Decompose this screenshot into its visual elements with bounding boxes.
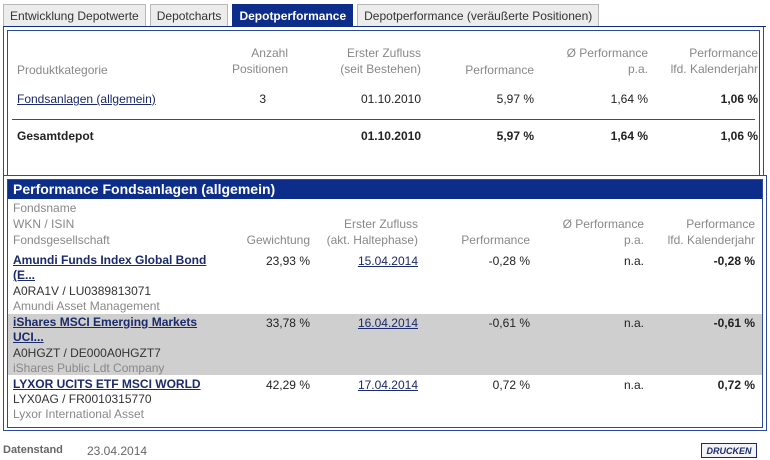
fund-name-link[interactable]: iShares MSCI Emerging Markets UCI... (13, 315, 233, 345)
total-inflow: 01.10.2010 (360, 129, 421, 143)
fund-weight: 23,93 % (265, 254, 310, 268)
data-date-label: Datenstand (3, 444, 63, 456)
header-year-line2: lfd. Kalenderjahr (670, 62, 758, 76)
category-inflow: 01.10.2010 (360, 92, 421, 106)
funds-header-wkn-line: WKN / ISIN (13, 217, 75, 231)
fund-performance-year: -0,61 % (713, 316, 755, 330)
fund-name-line1: iShares MSCI Emerging Markets (13, 315, 198, 329)
print-button[interactable]: DRUCKEN (701, 443, 757, 458)
fund-inflow-link[interactable]: 16.04.2014 (357, 316, 418, 330)
data-date-value: 23.04.2014 (87, 444, 148, 458)
fund-performance-pa: n.a. (623, 254, 644, 268)
tab-entwicklung-depotwerte[interactable]: Entwicklung Depotwerte (3, 4, 146, 26)
fund-wkn-isin: LYX0AG / FR0010315770 (13, 392, 152, 406)
category-performance-year: 1,06 % (720, 92, 758, 106)
fund-company: iShares Public Ldt Company (13, 361, 165, 375)
header-count: Anzahl Positionen (208, 45, 288, 77)
fund-performance: 0,72 % (492, 378, 530, 392)
header-pa-line2: p.a. (627, 62, 648, 76)
funds-header-name-line: Fondsname (13, 201, 77, 215)
header-performance: Performance (465, 63, 534, 77)
fund-inflow-link[interactable]: 15.04.2014 (357, 254, 418, 268)
fund-row: Amundi Funds Index Global Bond (E... A0R… (8, 253, 762, 313)
funds-header-pa-line2: p.a. (623, 233, 644, 247)
header-inflow-line1: Erster Zufluss (346, 46, 421, 60)
funds-header-inflow-line2: (akt. Haltephase) (326, 233, 418, 247)
funds-header-pa-line1: Ø Performance (562, 217, 644, 231)
fund-company: Lyxor International Asset (13, 407, 144, 421)
header-pa-line1: Ø Performance (566, 46, 648, 60)
funds-header-inflow-line1: Erster Zufluss (343, 217, 418, 231)
tab-depotperformance[interactable]: Depotperformance (232, 4, 354, 26)
funds-panel: Performance Fondsanlagen (allgemein) Fon… (3, 175, 767, 431)
header-year-line1: Performance (689, 46, 758, 60)
funds-header-inflow: Erster Zufluss (akt. Haltephase) (308, 216, 418, 248)
funds-header-performance-pa: Ø Performance p.a. (544, 216, 644, 248)
fund-name-line2: (E... (13, 268, 36, 282)
tab-divider (3, 26, 766, 27)
funds-header-weight: Gewichtung (246, 233, 310, 247)
header-performance-pa: Ø Performance p.a. (548, 45, 648, 77)
funds-header-performance-year: Performance lfd. Kalenderjahr (644, 216, 755, 248)
fund-row: LYXOR UCITS ETF MSCI WORLD LYX0AG / FR00… (8, 376, 762, 424)
fund-row: iShares MSCI Emerging Markets UCI... A0H… (8, 314, 762, 375)
category-performance: 5,97 % (496, 92, 534, 106)
fund-wkn-isin: A0HGZT / DE000A0HGZT7 (13, 346, 161, 360)
tab-bar: Entwicklung Depotwerte Depotcharts Depot… (3, 4, 603, 26)
header-count-line1: Anzahl (251, 46, 288, 60)
header-performance-year: Performance lfd. Kalenderjahr (648, 45, 758, 77)
fund-performance: -0,61 % (488, 316, 530, 330)
total-performance-pa: 1,64 % (610, 129, 648, 143)
funds-header-year-line1: Performance (686, 217, 755, 231)
header-inflow-line2: (seit Bestehen) (340, 62, 421, 76)
fund-performance-year: -0,28 % (713, 254, 755, 268)
total-performance: 5,97 % (496, 129, 534, 143)
fund-company: Amundi Asset Management (13, 299, 160, 313)
header-category: Produktkategorie (17, 63, 108, 77)
fund-name-link[interactable]: LYXOR UCITS ETF MSCI WORLD (13, 377, 201, 391)
funds-header-name: Fondsname WKN / ISIN Fondsgesellschaft (13, 200, 110, 248)
category-performance-pa: 1,64 % (610, 92, 648, 106)
fund-name-link[interactable]: Amundi Funds Index Global Bond (E... (13, 253, 233, 283)
total-divider (12, 119, 755, 120)
funds-header-performance: Performance (461, 233, 530, 247)
fund-performance: -0,28 % (488, 254, 530, 268)
total-performance-year: 1,06 % (720, 129, 758, 143)
overview-table: Produktkategorie Anzahl Positionen Erste… (7, 30, 760, 176)
fund-wkn-isin: A0RA1V / LU0389813071 (13, 284, 152, 298)
fund-performance-year: 0,72 % (717, 378, 755, 392)
tab-depotperformance-veraeussert[interactable]: Depotperformance (veräußerte Positionen) (357, 4, 600, 26)
category-count: 3 (259, 92, 266, 106)
tab-depotcharts[interactable]: Depotcharts (149, 4, 229, 26)
funds-header-company-line: Fondsgesellschaft (13, 233, 110, 247)
fund-weight: 33,78 % (265, 316, 310, 330)
header-inflow: Erster Zufluss (seit Bestehen) (308, 45, 421, 77)
fund-name-line1: Amundi Funds Index Global Bond (13, 253, 207, 267)
funds-title: Performance Fondsanlagen (allgemein) (8, 180, 762, 199)
header-count-line2: Positionen (231, 62, 288, 76)
fund-performance-pa: n.a. (623, 316, 644, 330)
total-label: Gesamtdepot (17, 129, 94, 143)
fund-weight: 42,29 % (265, 378, 310, 392)
fund-inflow-link[interactable]: 17.04.2014 (357, 378, 418, 392)
funds-header-year-line2: lfd. Kalenderjahr (667, 233, 755, 247)
overview-panel: Produktkategorie Anzahl Positionen Erste… (3, 27, 764, 184)
fund-performance-pa: n.a. (623, 378, 644, 392)
category-link-fondsanlagen[interactable]: Fondsanlagen (allgemein) (17, 92, 156, 106)
funds-table: Performance Fondsanlagen (allgemein) Fon… (7, 179, 763, 428)
fund-name-line2: UCI... (13, 330, 44, 344)
